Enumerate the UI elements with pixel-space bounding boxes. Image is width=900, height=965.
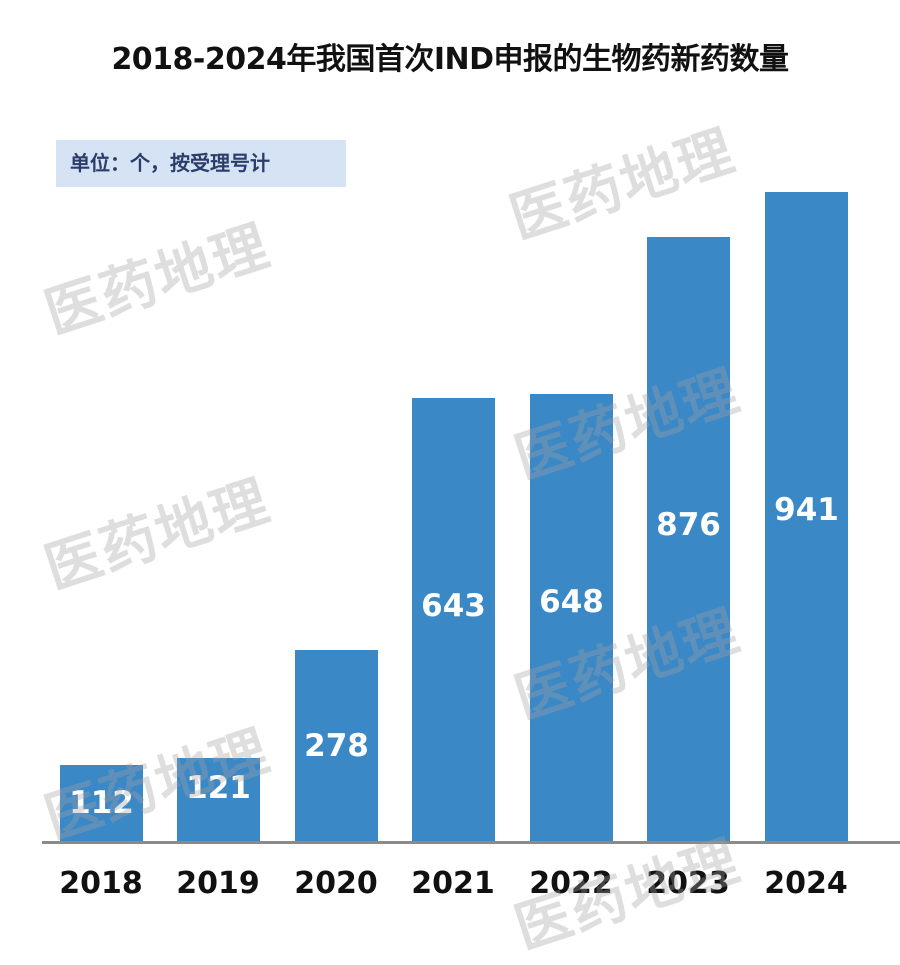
- x-tick-label: 2023: [646, 866, 730, 901]
- bar-value-label: 941: [774, 492, 839, 528]
- bar-value-label: 278: [304, 728, 369, 764]
- bar-2019: 121: [177, 758, 260, 842]
- bar-2023: 876: [647, 237, 730, 842]
- bar-value-label: 876: [656, 507, 721, 543]
- x-axis-line: [42, 841, 900, 844]
- bar-value-label: 648: [539, 584, 604, 620]
- x-tick-label: 2019: [176, 866, 260, 901]
- unit-note: 单位：个，按受理号计: [56, 140, 346, 187]
- bar-value-label: 121: [186, 770, 251, 806]
- bar-2021: 643: [412, 398, 495, 842]
- x-tick-label: 2018: [59, 866, 143, 901]
- bar-value-label: 643: [421, 588, 486, 624]
- x-tick-label: 2021: [411, 866, 495, 901]
- bar-2022: 648: [530, 394, 613, 842]
- x-tick-label: 2020: [294, 866, 378, 901]
- x-tick-label: 2024: [764, 866, 848, 901]
- x-tick-label: 2022: [529, 866, 613, 901]
- bar-2024: 941: [765, 192, 848, 842]
- chart-title: 2018-2024年我国首次IND申报的生物药新药数量: [111, 42, 789, 77]
- bar-2020: 278: [295, 650, 378, 842]
- bar-value-label: 112: [69, 785, 134, 821]
- plot-area: 112 121 278 643 648 876 941 2018 2019 20…: [42, 192, 900, 901]
- bar-2018: 112: [60, 765, 143, 842]
